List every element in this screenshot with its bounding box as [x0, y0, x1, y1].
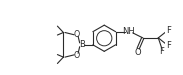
Text: F: F [166, 41, 171, 50]
Text: O: O [135, 48, 141, 57]
Text: O: O [73, 30, 80, 39]
Text: NH: NH [122, 27, 135, 36]
Text: F: F [166, 26, 171, 35]
Text: B: B [79, 40, 85, 49]
Text: O: O [73, 51, 80, 60]
Text: F: F [159, 47, 164, 56]
